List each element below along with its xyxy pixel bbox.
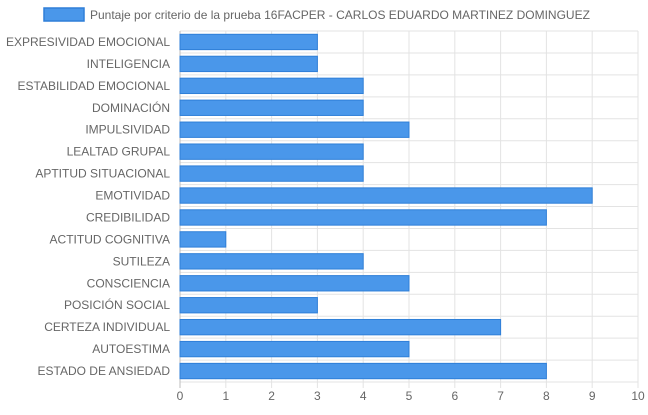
bar[interactable] (179, 121, 410, 138)
bars (179, 33, 593, 380)
x-tick-label: 6 (451, 389, 458, 403)
bar[interactable] (179, 99, 364, 116)
bar[interactable] (179, 253, 364, 270)
bar[interactable] (179, 55, 318, 73)
bar[interactable] (179, 340, 410, 358)
category-label: POSICIÓN SOCIAL (64, 297, 170, 312)
bar[interactable] (179, 297, 318, 314)
x-tick-label: 4 (360, 389, 367, 403)
category-label: AUTOESTIMA (92, 342, 170, 356)
bar[interactable] (179, 209, 547, 226)
legend-label[interactable]: Puntaje por criterio de la prueba 16FACP… (90, 8, 590, 22)
category-label: ESTADO DE ANSIEDAD (38, 364, 171, 378)
x-tick-label: 5 (406, 389, 413, 403)
bar[interactable] (179, 231, 227, 248)
bar[interactable] (179, 362, 547, 380)
x-tick-label: 3 (314, 389, 321, 403)
category-label: EXPRESIVIDAD EMOCIONAL (6, 35, 170, 49)
x-tick-label: 10 (631, 389, 645, 403)
category-label: CONSCIENCIA (87, 276, 170, 290)
x-tick-label: 7 (497, 389, 504, 403)
category-label: APTITUD SITUACIONAL (35, 167, 170, 181)
bar[interactable] (179, 143, 364, 160)
bar[interactable] (179, 275, 410, 292)
x-tick-label: 2 (268, 389, 275, 403)
bar[interactable] (179, 77, 364, 95)
category-label: ACTITUD COGNITIVA (50, 232, 170, 246)
category-label: LEALTAD GRUPAL (67, 145, 171, 159)
category-label: EMOTIVIDAD (95, 189, 170, 203)
category-label: INTELIGENCIA (87, 57, 170, 71)
bar[interactable] (179, 165, 364, 182)
bar[interactable] (179, 318, 502, 336)
x-tick-label: 0 (177, 389, 184, 403)
category-label: CREDIBILIDAD (86, 210, 170, 224)
legend-swatch[interactable] (43, 7, 85, 22)
x-tick-label: 1 (222, 389, 229, 403)
category-label: CERTEZA INDIVIDUAL (44, 320, 170, 334)
category-label: DOMINACIÓN (92, 100, 170, 115)
category-label: ESTABILIDAD EMOCIONAL (18, 79, 171, 93)
x-tick-label: 9 (589, 389, 596, 403)
bar[interactable] (179, 187, 593, 204)
category-label: SUTILEZA (113, 254, 170, 268)
category-labels: EXPRESIVIDAD EMOCIONAL INTELIGENCIA ESTABI… (6, 35, 170, 378)
x-tick-label: 8 (543, 389, 550, 403)
category-label: IMPULSIVIDAD (85, 123, 170, 137)
legend[interactable]: Puntaje por criterio de la prueba 16FACP… (43, 7, 590, 22)
x-tick-labels: 0 1 2 3 4 5 6 7 8 9 10 (177, 389, 645, 403)
bar[interactable] (179, 33, 318, 51)
